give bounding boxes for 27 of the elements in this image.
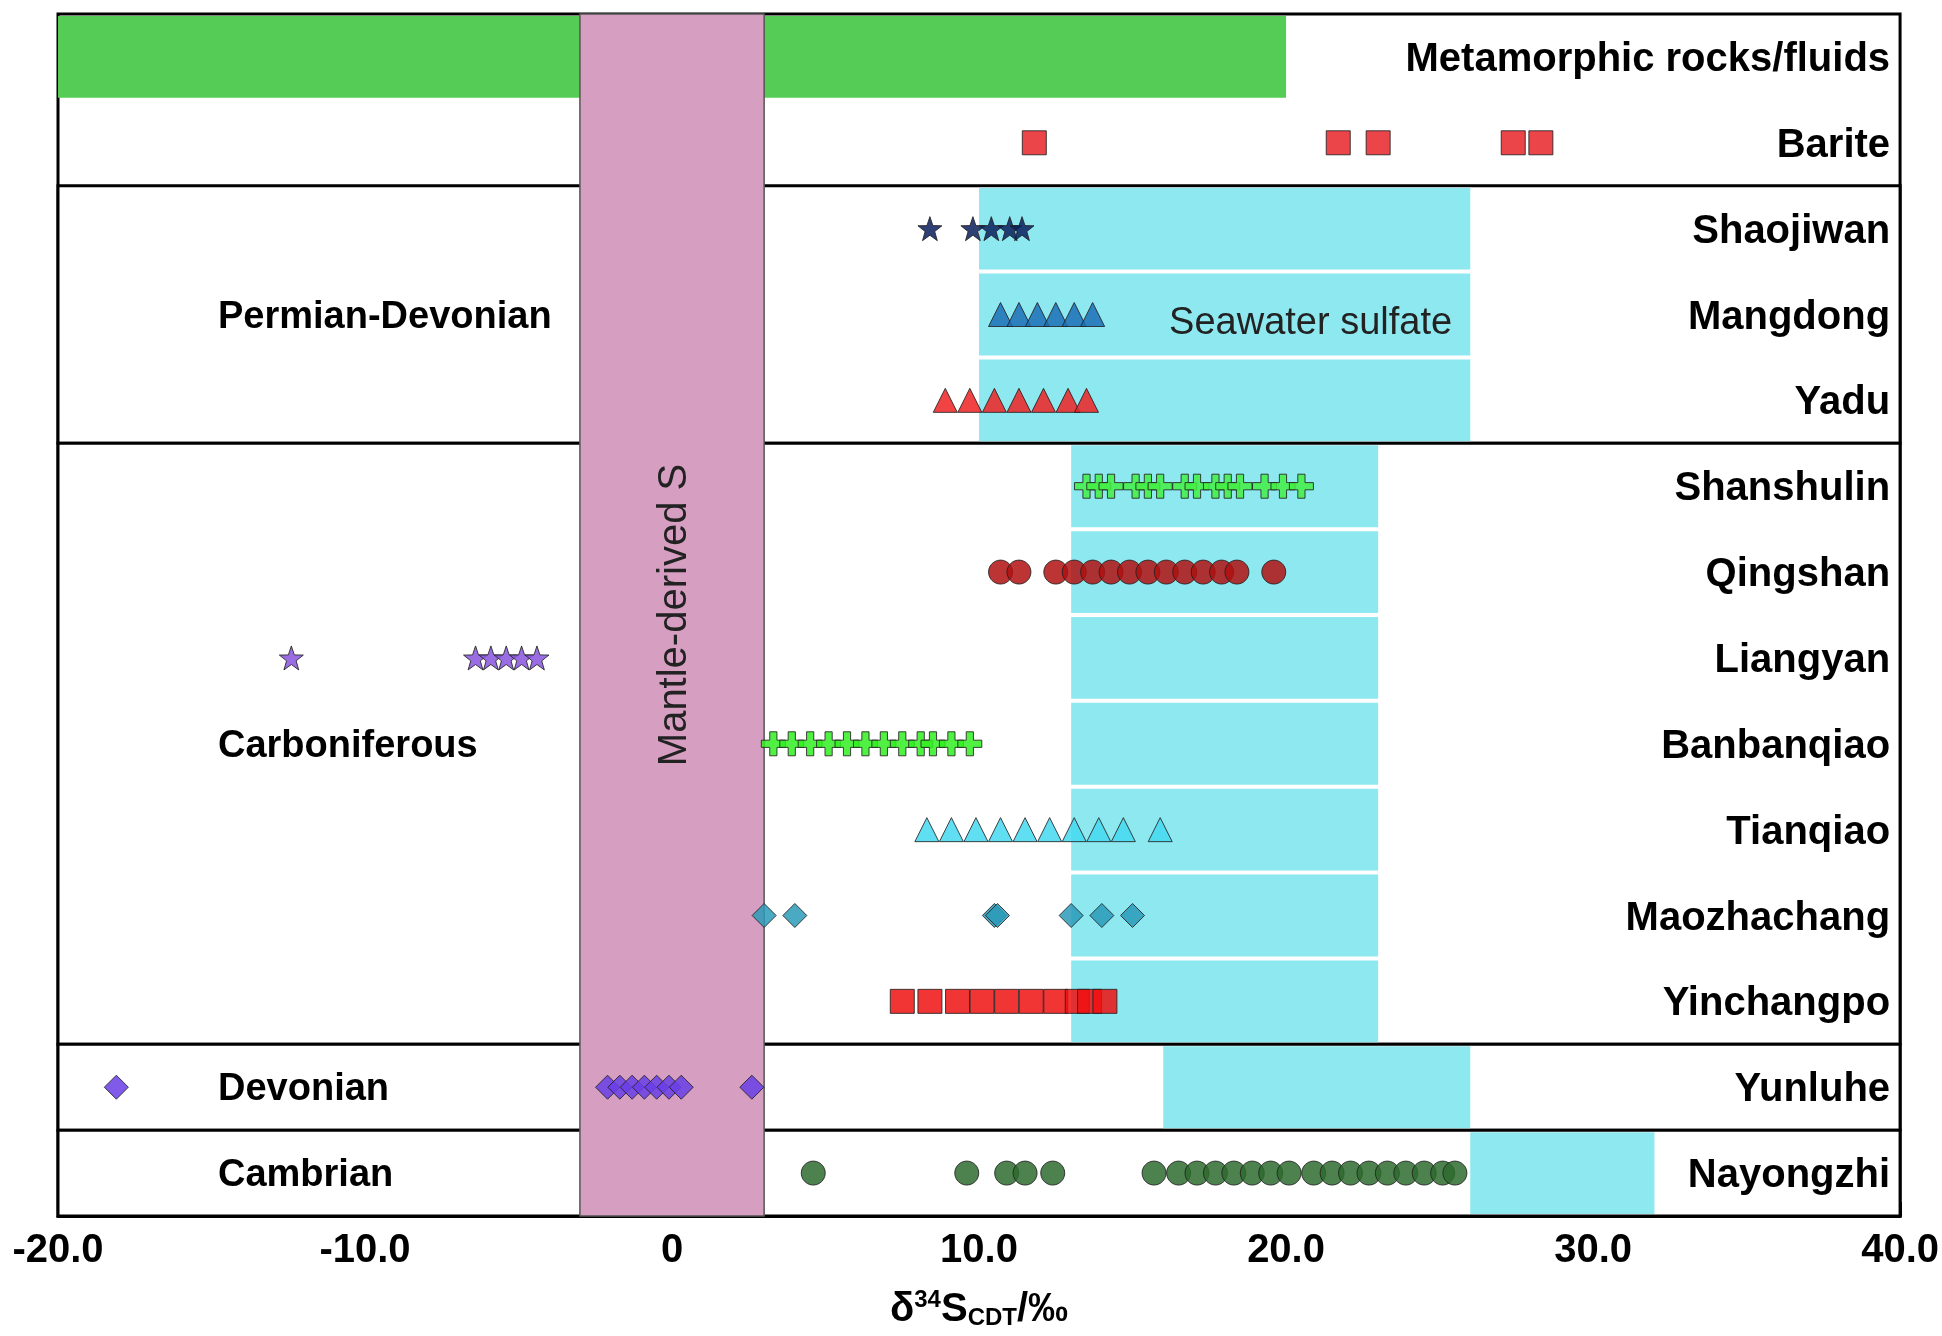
x-tick-label: 0	[660, 1226, 684, 1270]
x-tick-label: 20.0	[1247, 1226, 1325, 1270]
y-tick-label: Yinchangpo	[1662, 979, 1891, 1024]
y-tick-label: Shaojiwan	[1692, 206, 1891, 251]
band-label: Mantle-derived S	[650, 463, 695, 767]
y-tick-label: Tianqiao	[1726, 807, 1891, 852]
y-tick-label: Metamorphic rocks/fluids	[1405, 34, 1891, 79]
band-label: Cambrian	[218, 1152, 394, 1195]
y-tick-label: Maozhachang	[1625, 893, 1891, 938]
y-tick-label: Barite	[1776, 120, 1891, 165]
y-tick-label: Shanshulin	[1674, 464, 1891, 509]
band-label: Carboniferous	[218, 722, 478, 765]
annotation: Seawater sulfate	[1169, 299, 1453, 342]
x-tick-label: 30.0	[1554, 1226, 1632, 1270]
x-tick-label: 10.0	[940, 1226, 1018, 1270]
x-tick-label: -20.0	[12, 1226, 104, 1270]
y-tick-label: Nayongzhi	[1687, 1151, 1891, 1196]
band-label: Permian-Devonian	[218, 293, 552, 336]
y-tick-label: Yadu	[1794, 378, 1891, 423]
x-tick-label: 40.0	[1861, 1226, 1939, 1270]
x-tick-label: -10.0	[319, 1226, 411, 1270]
y-tick-label: Liangyan	[1714, 635, 1891, 680]
y-tick-label: Qingshan	[1705, 550, 1891, 595]
y-tick-label: Mangdong	[1687, 292, 1891, 337]
band-label: Devonian	[218, 1066, 390, 1109]
y-tick-label: Banbanqiao	[1661, 721, 1891, 766]
y-tick-label: Yunluhe	[1734, 1065, 1891, 1110]
